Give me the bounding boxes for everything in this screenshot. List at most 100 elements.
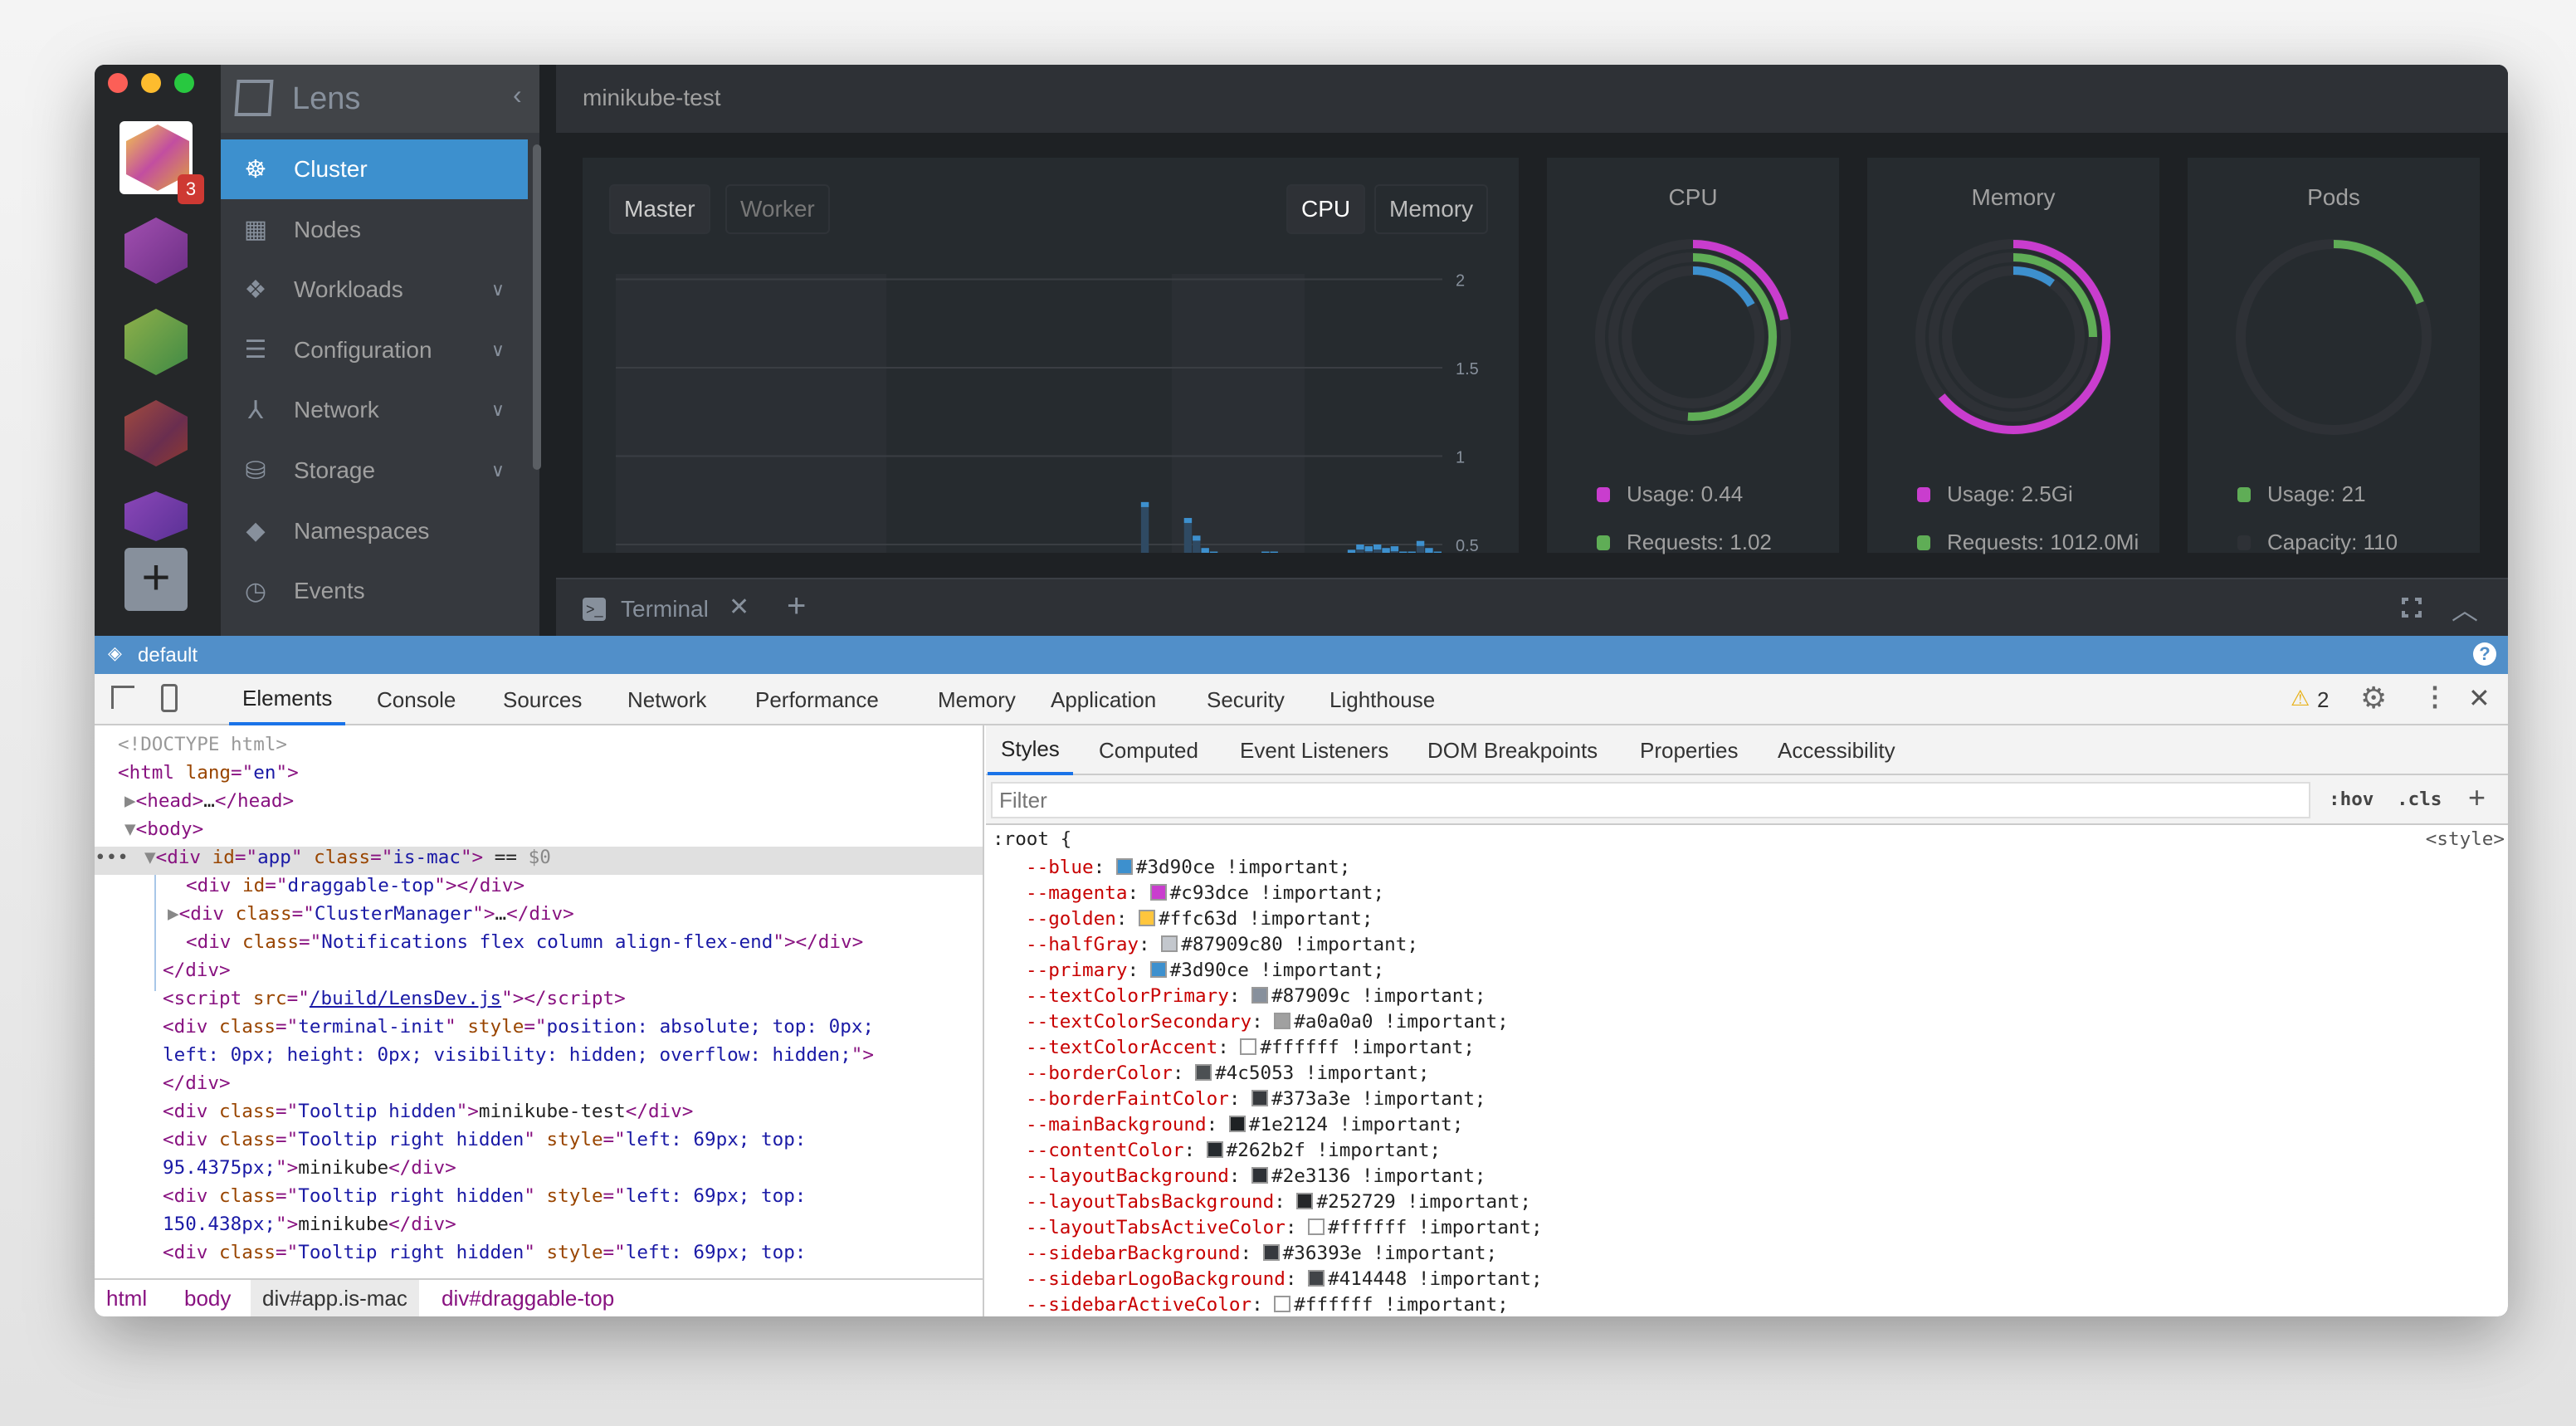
color-swatch[interactable]	[1274, 1296, 1291, 1312]
dom-node-line[interactable]: <div class="Tooltip hidden">minikube-tes…	[163, 1097, 693, 1126]
dom-node-line[interactable]: ••• ▼<div id="app" class="is-mac"> == $0	[95, 843, 551, 872]
tab-sources[interactable]: Sources	[503, 686, 583, 712]
tab-master[interactable]: Master	[609, 184, 710, 234]
code-token[interactable]: ▼	[144, 847, 156, 868]
style-property[interactable]: --borderColor: #4c5053 !important;	[1026, 1061, 1430, 1087]
style-property[interactable]: --layoutTabsBackground: #252729 !importa…	[1026, 1189, 1531, 1215]
dom-node-line[interactable]: <script src="/build/LensDev.js"></script…	[163, 984, 626, 1013]
color-swatch[interactable]	[1296, 1193, 1314, 1209]
tab-lighthouse[interactable]: Lighthouse	[1329, 686, 1436, 712]
code-token[interactable]: ▶	[124, 790, 136, 812]
tab-event-listeners[interactable]: Event Listeners	[1240, 737, 1389, 763]
cls-toggle[interactable]: .cls	[2397, 789, 2442, 810]
fullscreen-icon[interactable]	[2402, 598, 2422, 618]
sidebar-item-events[interactable]: ◷ Events	[221, 561, 528, 621]
cluster-icon[interactable]	[124, 309, 188, 375]
tab-computed[interactable]: Computed	[1099, 737, 1198, 763]
color-swatch[interactable]	[1274, 1013, 1291, 1029]
dom-node-line[interactable]: <div class="Notifications flex column al…	[186, 928, 863, 956]
dom-node-line[interactable]: 150.438px;">minikube</div>	[163, 1210, 456, 1238]
code-token[interactable]: ▼	[124, 818, 136, 840]
style-property[interactable]: --textColorSecondary: #a0a0a0 !important…	[1026, 1009, 1509, 1035]
breadcrumb-item[interactable]: body	[184, 1286, 232, 1311]
dom-node-line[interactable]: <html lang="en">	[118, 759, 299, 787]
color-swatch[interactable]	[1251, 1167, 1269, 1184]
rule-source[interactable]: <style>	[2425, 828, 2505, 850]
tab-elements[interactable]: Elements	[229, 674, 346, 725]
style-property[interactable]: --textColorAccent: #ffffff !important;	[1026, 1035, 1475, 1061]
dom-node-line[interactable]: <div class="Tooltip right hidden" style=…	[163, 1238, 806, 1267]
chevron-up-icon[interactable]: ︿	[2452, 595, 2479, 625]
warning-count[interactable]: 2	[2317, 687, 2330, 712]
chevron-down-icon[interactable]: ∨	[490, 279, 505, 300]
breadcrumb-item[interactable]: html	[106, 1286, 148, 1311]
cluster-icon[interactable]	[124, 217, 188, 284]
styles-filter-input[interactable]	[991, 782, 2310, 818]
color-swatch[interactable]	[1240, 1038, 1257, 1055]
chevron-down-icon[interactable]: ∨	[490, 399, 505, 421]
tab-cpu[interactable]: CPU	[1286, 184, 1366, 234]
dom-node-line[interactable]: <div class="Tooltip right hidden" style=…	[163, 1126, 806, 1154]
tab-performance[interactable]: Performance	[755, 686, 879, 712]
tab-memory[interactable]: Memory	[938, 686, 1016, 712]
style-property[interactable]: --textColorPrimary: #87909c !important;	[1026, 984, 1486, 1009]
breadcrumb-item[interactable]: div#draggable-top	[442, 1286, 615, 1311]
dom-node-line[interactable]: </div>	[163, 1069, 231, 1097]
tab-styles[interactable]: Styles	[988, 725, 1073, 775]
style-property[interactable]: --borderFaintColor: #373a3e !important;	[1026, 1087, 1486, 1112]
color-swatch[interactable]	[1161, 935, 1178, 952]
sidebar-item-workloads[interactable]: ❖ Workloads ∨	[221, 260, 528, 320]
breadcrumb-item[interactable]: div#app.is-mac	[251, 1280, 419, 1316]
style-property[interactable]: --layoutBackground: #2e3136 !important;	[1026, 1164, 1486, 1189]
color-swatch[interactable]	[1149, 961, 1167, 978]
dom-node-line[interactable]: ▶<div class="ClusterManager">…</div>	[168, 900, 574, 928]
tab-network[interactable]: Network	[627, 686, 707, 712]
color-swatch[interactable]	[1149, 884, 1167, 901]
warning-icon[interactable]: ⚠	[2291, 686, 2310, 711]
dom-node-line[interactable]: <div id="draggable-top"></div>	[186, 872, 524, 900]
color-swatch[interactable]	[1139, 910, 1156, 926]
close-terminal-icon[interactable]: ✕	[729, 593, 750, 621]
minimize-window-button[interactable]	[141, 73, 161, 93]
inspect-element-icon[interactable]	[111, 686, 134, 709]
tab-security[interactable]: Security	[1207, 686, 1285, 712]
dom-node-line[interactable]: ▼<body>	[124, 815, 203, 843]
terminal-tab[interactable]: Terminal	[621, 596, 709, 622]
tab-worker[interactable]: Worker	[725, 184, 830, 234]
color-swatch[interactable]	[1115, 858, 1133, 875]
cluster-icon-active[interactable]	[120, 121, 193, 194]
sidebar-scrollbar[interactable]	[533, 144, 541, 470]
tab-application[interactable]: Application	[1051, 686, 1157, 712]
style-property[interactable]: --sidebarLogoBackground: #414448 !import…	[1026, 1267, 1543, 1292]
sidebar-item-storage[interactable]: ⛁ Storage ∨	[221, 441, 528, 501]
new-style-rule-icon[interactable]: +	[2468, 780, 2486, 814]
more-options-icon[interactable]: ⋮	[2422, 681, 2448, 711]
color-swatch[interactable]	[1262, 1244, 1280, 1261]
style-property[interactable]: --blue: #3d90ce !important;	[1026, 855, 1350, 881]
device-toggle-icon[interactable]	[161, 684, 178, 712]
style-property[interactable]: --magenta: #c93dce !important;	[1026, 881, 1384, 906]
style-property[interactable]: --sidebarBackground: #36393e !important;	[1026, 1241, 1497, 1267]
tab-accessibility[interactable]: Accessibility	[1778, 737, 1895, 763]
sidebar-item-namespaces[interactable]: ◆ Namespaces	[221, 501, 528, 561]
sidebar-item-cluster[interactable]: ☸ Cluster	[221, 139, 528, 199]
collapse-sidebar-icon[interactable]: ‹	[513, 80, 522, 110]
tab-properties[interactable]: Properties	[1640, 737, 1739, 763]
close-devtools-icon[interactable]: ✕	[2468, 683, 2491, 713]
dom-node-line[interactable]: left: 0px; height: 0px; visibility: hidd…	[163, 1041, 874, 1069]
color-swatch[interactable]	[1251, 1090, 1269, 1106]
sidebar-item-network[interactable]: ⅄ Network ∨	[221, 380, 528, 440]
close-window-button[interactable]	[108, 73, 128, 93]
sidebar-item-configuration[interactable]: ☰ Configuration ∨	[221, 320, 528, 380]
color-swatch[interactable]	[1195, 1064, 1212, 1081]
color-swatch[interactable]	[1206, 1141, 1223, 1158]
chevron-down-icon[interactable]: ∨	[490, 339, 505, 360]
maximize-window-button[interactable]	[174, 73, 194, 93]
help-icon[interactable]: ?	[2473, 642, 2496, 666]
tab-dom-breakpoints[interactable]: DOM Breakpoints	[1427, 737, 1598, 763]
style-property[interactable]: --contentColor: #262b2f !important;	[1026, 1138, 1441, 1164]
tab-console[interactable]: Console	[377, 686, 456, 712]
style-property[interactable]: --mainBackground: #1e2124 !important;	[1026, 1112, 1463, 1138]
style-property[interactable]: --golden: #ffc63d !important;	[1026, 906, 1373, 932]
more-actions-icon[interactable]: •••	[95, 847, 129, 868]
